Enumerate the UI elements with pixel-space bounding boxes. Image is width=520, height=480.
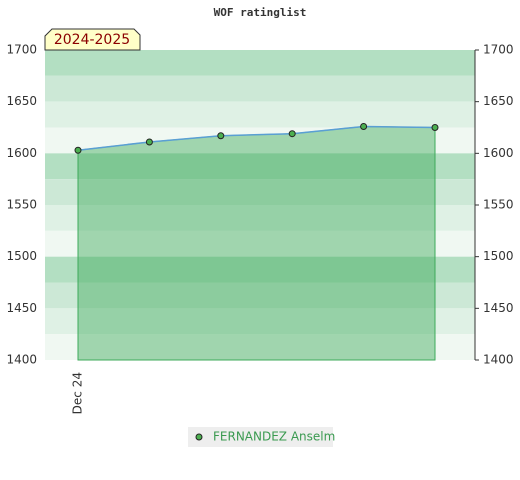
area: [77, 125, 436, 361]
y-tick-label: 1450: [6, 301, 37, 315]
line: [77, 125, 436, 151]
y-tick-label: 1700: [6, 43, 37, 57]
legend-marker: [195, 433, 203, 441]
band: [45, 153, 475, 180]
annotation: 2024-2025: [54, 32, 130, 48]
band: [45, 101, 475, 128]
band: [45, 230, 475, 257]
y-tick-label: 1650: [6, 94, 37, 108]
band: [45, 282, 475, 309]
band: [45, 75, 475, 102]
annotation-box: [44, 28, 141, 51]
point: [217, 132, 225, 140]
y-tick-label: 1400: [6, 353, 37, 367]
band: [45, 205, 475, 231]
legend-box: [188, 427, 333, 447]
legend-label: FERNANDEZ Anselm: [213, 430, 335, 444]
y-tick-label: 1550: [6, 198, 37, 212]
point: [360, 122, 368, 130]
y2-tick-label: 1700: [483, 43, 514, 57]
band: [45, 334, 475, 360]
point: [74, 146, 82, 154]
band: [45, 127, 475, 154]
y-tick-label: 1600: [6, 146, 37, 160]
band: [45, 50, 475, 76]
y-tick-label: 1500: [6, 249, 37, 263]
point: [145, 138, 153, 146]
chart-title: WOF ratinglist: [214, 6, 307, 19]
point: [431, 124, 439, 131]
y2-tick-label: 1550: [483, 198, 514, 212]
y2-tick-label: 1600: [483, 146, 514, 160]
band: [45, 308, 475, 335]
band: [45, 179, 475, 205]
x-tick-label: Dec 24: [71, 372, 85, 414]
y2-tick-label: 1650: [483, 94, 514, 108]
y2-tick-label: 1400: [483, 353, 514, 367]
point: [288, 130, 296, 138]
plot-background: [45, 50, 475, 360]
y2-tick-label: 1500: [483, 249, 514, 263]
band: [45, 256, 475, 283]
plot: [74, 122, 439, 361]
y2-tick-label: 1450: [483, 301, 514, 315]
